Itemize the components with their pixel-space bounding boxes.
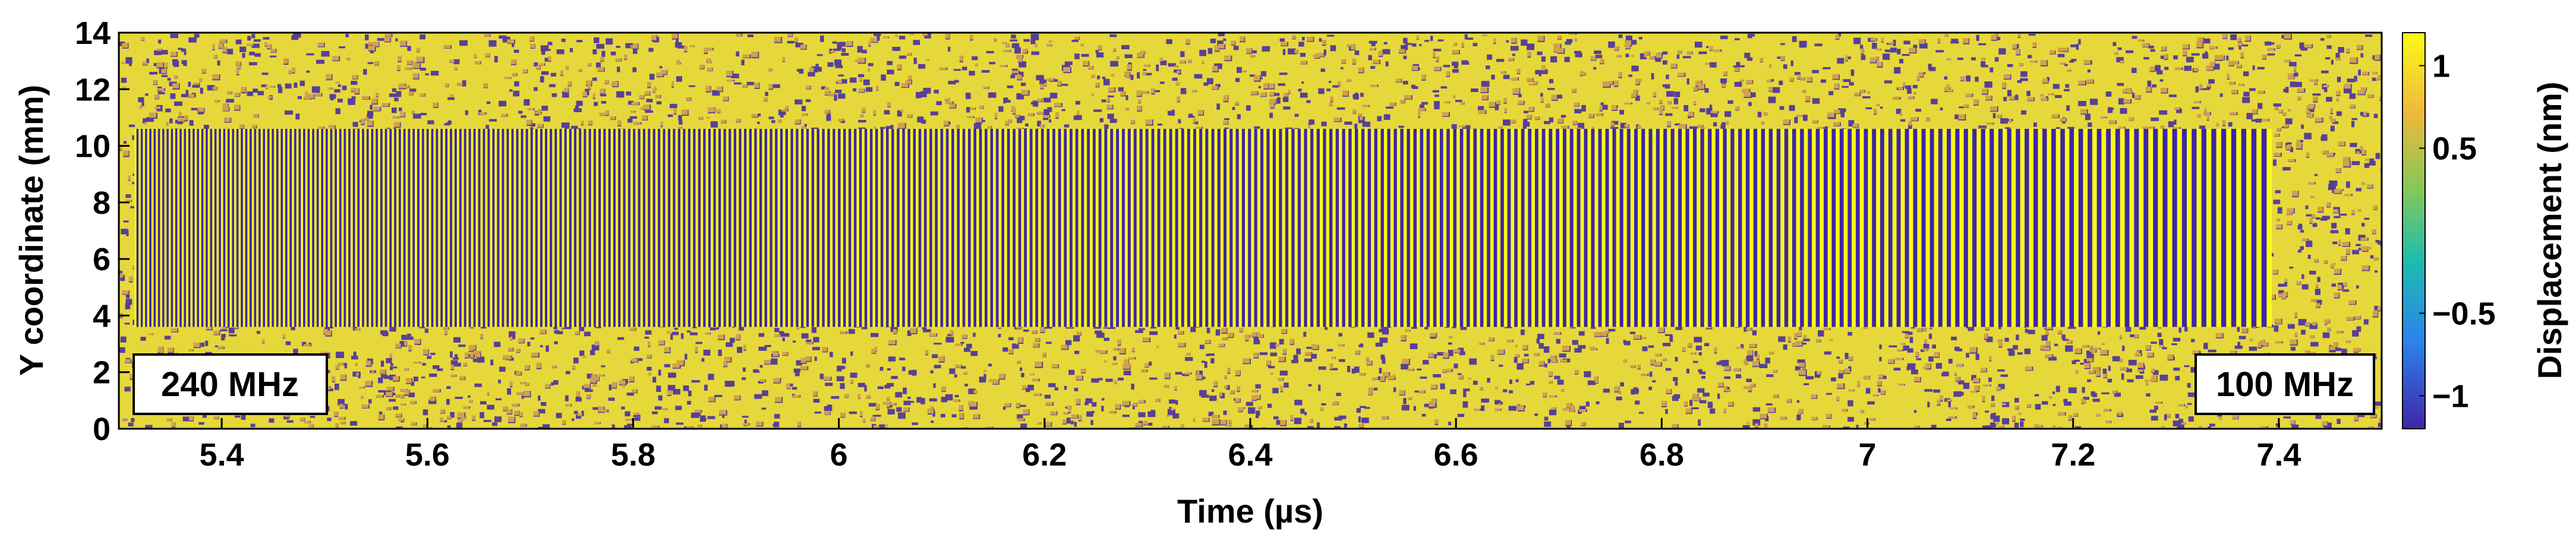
colorbar: 1 0.5 −0.5 −1 Displacement (nm) [2402, 32, 2568, 429]
chirp-wavefronts [134, 129, 2272, 327]
annotation-end-frequency: 100 MHz [2195, 353, 2375, 415]
y-tick-label: 10 [75, 129, 111, 164]
plot-area [119, 33, 2382, 429]
x-axis-label: Time (µs) [1177, 492, 1323, 530]
x-tick-label: 5.4 [200, 437, 244, 473]
y-tick-label: 12 [75, 72, 111, 107]
annotation-end-frequency-label: 100 MHz [2216, 365, 2354, 404]
x-tick-label: 6.2 [1022, 437, 1067, 473]
colorbar-tick-label: −1 [2432, 378, 2469, 414]
x-tick-label: 7.2 [2051, 437, 2095, 473]
y-tick-label: 4 [93, 298, 111, 334]
chirp-wave-band [134, 128, 2272, 327]
y-tick-label: 2 [93, 355, 111, 391]
x-tick-label: 7 [1859, 437, 1877, 473]
x-tick-label: 7.4 [2256, 437, 2301, 473]
x-tick-label: 6.8 [1639, 437, 1684, 473]
y-tick-label: 8 [93, 185, 111, 221]
x-tick-label: 5.8 [611, 437, 655, 473]
x-tick-label: 6 [830, 437, 848, 473]
colorbar-tick-label: 1 [2432, 49, 2450, 84]
x-axis: 5.4 5.6 5.8 6 6.2 6.4 6.6 6.8 7 7.2 7.4 [200, 418, 2301, 473]
y-axis: 0 2 4 6 8 10 12 14 [75, 15, 130, 447]
y-axis-label: Y coordinate (mm) [12, 85, 50, 376]
y-tick-label: 6 [93, 242, 111, 277]
x-tick-label: 6.4 [1228, 437, 1272, 473]
colorbar-tick-label: −0.5 [2432, 296, 2496, 331]
colorbar-label: Displacement (nm) [2531, 82, 2568, 379]
y-tick-label: 14 [75, 15, 111, 51]
annotation-start-frequency-label: 240 MHz [161, 365, 299, 404]
colorbar-tick-label: 0.5 [2432, 131, 2477, 167]
annotation-start-frequency: 240 MHz [133, 353, 328, 415]
colorbar-gradient [2402, 32, 2426, 429]
x-tick-label: 5.6 [405, 437, 450, 473]
colorbar-ticks: 1 0.5 −0.5 −1 [2419, 49, 2496, 414]
y-tick-label: 0 [93, 412, 111, 447]
x-tick-label: 6.6 [1434, 437, 1478, 473]
